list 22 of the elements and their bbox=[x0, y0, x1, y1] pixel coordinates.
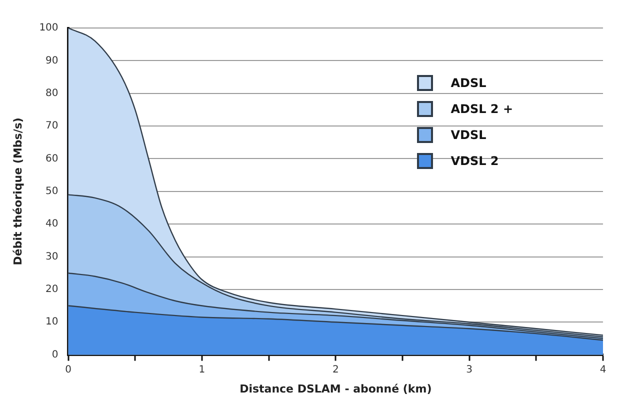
x-tick-label: 1 bbox=[198, 364, 206, 376]
y-tick-label: 0 bbox=[52, 349, 58, 360]
y-tick-label: 90 bbox=[46, 55, 58, 66]
x-tick-label: 4 bbox=[600, 364, 606, 376]
y-axis-title: Débit théorique (Mbs/s) bbox=[11, 118, 24, 266]
x-axis-title: Distance DSLAM - abonné (km) bbox=[240, 382, 432, 396]
legend-label: VDSL 2 bbox=[450, 154, 499, 168]
y-tick-label: 50 bbox=[46, 186, 58, 197]
y-tick-label: 60 bbox=[46, 153, 58, 164]
y-tick-label: 70 bbox=[46, 120, 58, 132]
y-tick-label: 40 bbox=[46, 218, 58, 230]
y-tick-label: 10 bbox=[46, 316, 58, 328]
legend-label: ADSL bbox=[450, 76, 486, 90]
legend-label: ADSL 2 + bbox=[450, 102, 513, 116]
y-tick-label: 20 bbox=[46, 284, 58, 296]
y-tick-label: 80 bbox=[46, 88, 58, 99]
y-tick-label: 30 bbox=[46, 251, 58, 262]
x-tick-label: 3 bbox=[466, 364, 473, 376]
y-tick-label: 100 bbox=[39, 22, 58, 34]
legend-label: VDSL bbox=[450, 128, 486, 142]
x-tick-label: 2 bbox=[332, 364, 339, 376]
x-tick-label: 0 bbox=[65, 364, 72, 376]
